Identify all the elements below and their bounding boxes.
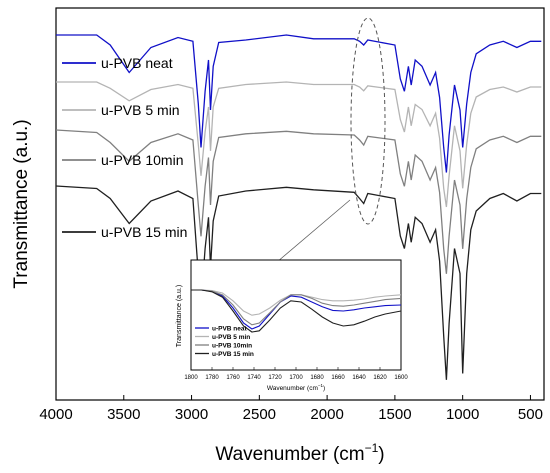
main-x-tick-label: 2000	[310, 406, 343, 423]
main-x-tick-label: 1500	[378, 406, 411, 423]
inset-x-tick-label: 1700	[289, 375, 303, 381]
zoom-region-ellipse	[350, 17, 386, 225]
main-x-tick-label: 3500	[107, 406, 140, 423]
inset-y-axis-label: Transmittance (a.u.)	[176, 285, 183, 347]
inset-plot-frame	[190, 259, 402, 371]
main-legend-label: u-PVB 15 min	[101, 224, 187, 240]
inset-x-tick-label: 1680	[310, 375, 324, 381]
main-series-line-2	[55, 129, 542, 274]
main-legend-label: u-PVB 10min	[101, 152, 183, 168]
main-legend-label: u-PVB 5 min	[101, 102, 180, 118]
main-series-line-0	[56, 34, 542, 173]
main-x-tick-label: 3000	[175, 406, 208, 423]
inset-x-axis-label: Wavenumber (cm−1)	[267, 383, 325, 392]
inset-x-tick-label: 1660	[331, 375, 345, 381]
main-x-tick-label: 4000	[39, 406, 72, 423]
main-x-ticks: 4000 3500 3000 2500 2000 1500 1000 500	[39, 395, 543, 423]
inset-x-tick-label: 1780	[205, 375, 219, 381]
inset-x-tick-label: 1760	[226, 375, 240, 381]
inset-series-line-0	[191, 289, 402, 330]
inset-x-tick-label: 1620	[373, 375, 387, 381]
main-legend: u-PVB neat u-PVB 5 min u-PVB 10min u-PVB 15…	[62, 55, 187, 240]
inset-x-tick-label: 1740	[247, 375, 261, 381]
main-y-axis-label: Transmittance (a.u.)	[11, 119, 32, 288]
inset-x-ticks: 1800 1780 1760 1740 1720 1700 1680 1660 1640 1620…	[184, 367, 408, 381]
inset-legend-label: u-PVB 10min	[212, 343, 252, 350]
inset-x-tick-label: 1640	[352, 375, 366, 381]
inset-series-line-2	[191, 289, 402, 326]
main-legend-label: u-PVB neat	[101, 55, 173, 71]
inset-legend-label: u-PVB 15 min	[212, 351, 254, 358]
inset-series-group	[191, 289, 402, 333]
inset-legend-label: u-PVB neat	[212, 326, 248, 333]
main-x-axis-label: Wavenumber (cm−1)	[215, 441, 384, 465]
main-x-tick-label: 500	[518, 406, 543, 423]
main-x-tick-label: 2500	[243, 406, 276, 423]
zoom-connector-line	[276, 199, 351, 263]
inset-x-tick-label: 1720	[268, 375, 282, 381]
inset-series-line-3	[191, 289, 402, 333]
inset-x-tick-label: 1800	[184, 375, 198, 381]
inset-x-tick-label: 1600	[394, 375, 408, 381]
main-x-tick-label: 1000	[446, 406, 479, 423]
main-series-group	[55, 34, 542, 380]
main-series-line-1	[56, 81, 542, 208]
inset-legend-label: u-PVB 5 min	[212, 334, 250, 341]
